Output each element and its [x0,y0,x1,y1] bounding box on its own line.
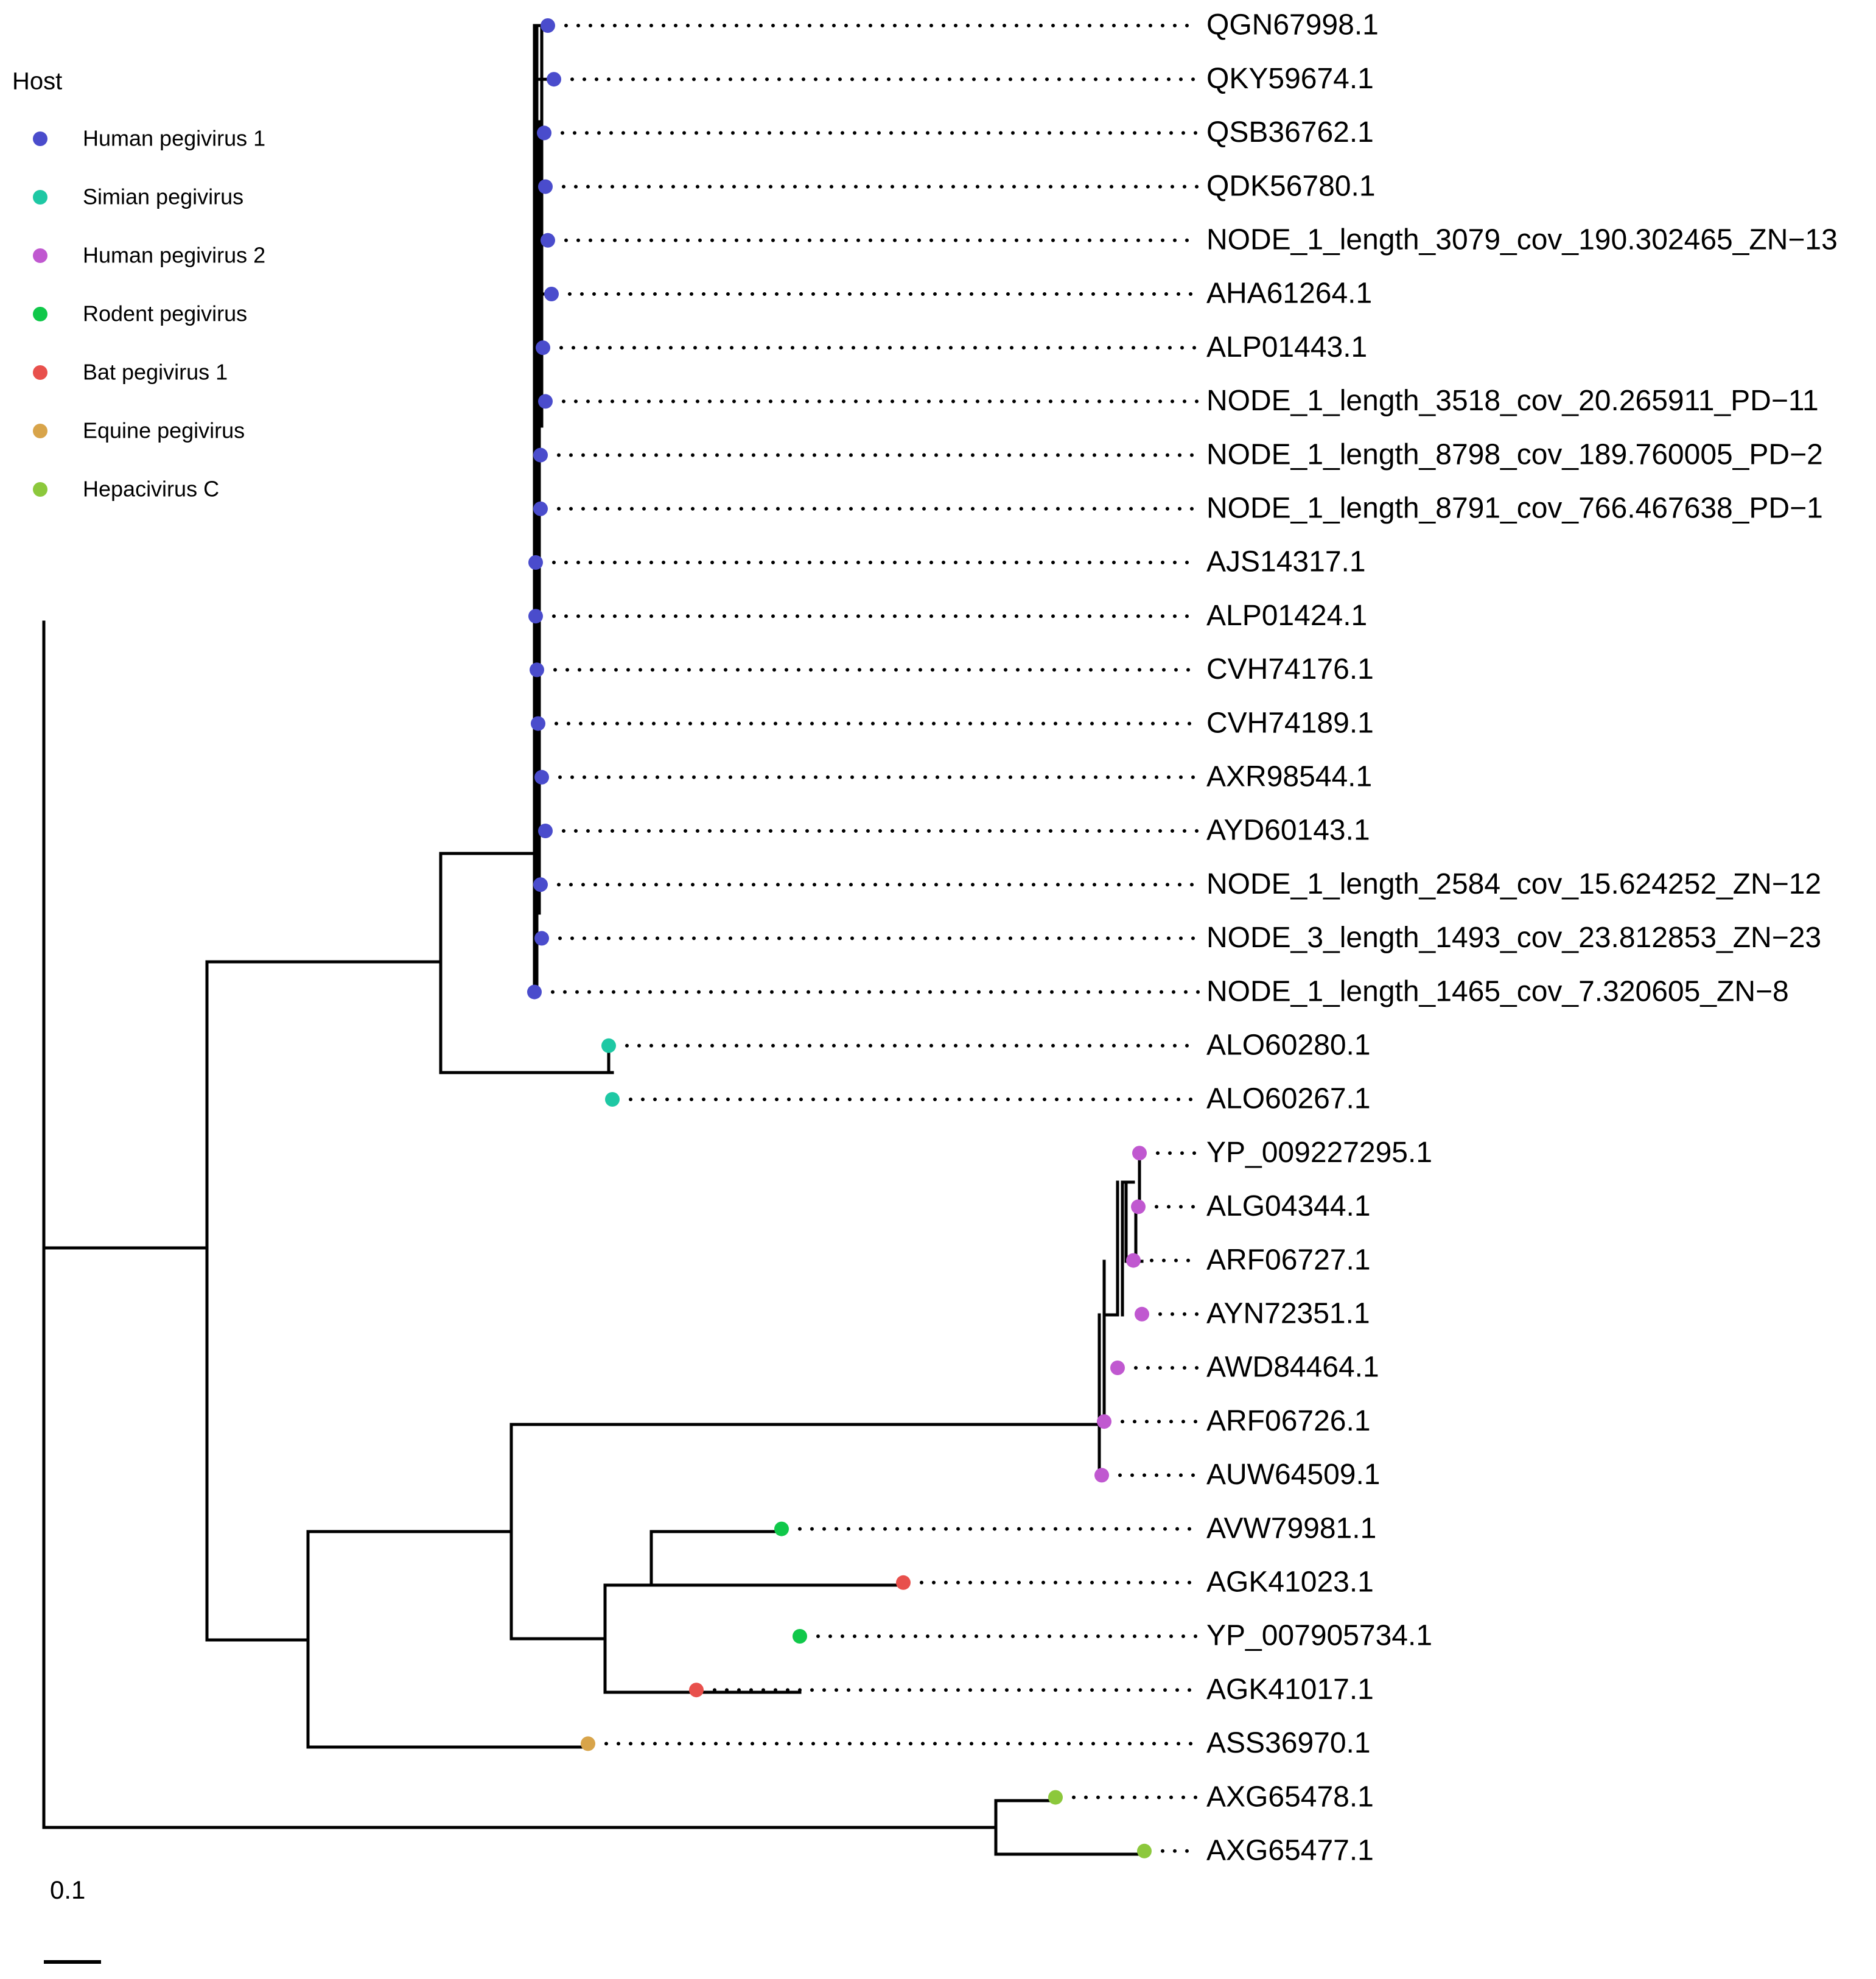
tip-label: AHA61264.1 [1206,278,1372,310]
tip-point [538,179,553,194]
tip-point [1110,1361,1125,1375]
tip-point [533,501,548,516]
tip-point [534,931,549,946]
tip-point [793,1629,807,1644]
tip-point [538,394,553,409]
legend-items: Human pegivirus 1 Simian pegivirus Human p… [33,126,265,502]
tip-point [530,662,544,678]
tip-label: AXG65477.1 [1206,1834,1374,1866]
tip-point [689,1683,704,1698]
tip-label: YP_007905734.1 [1206,1620,1432,1652]
tip-label: NODE_1_length_1465_cov_7.320605_ZN−8 [1206,975,1789,1007]
tip-label: AWD84464.1 [1206,1351,1379,1384]
legend-label: Human pegivirus 1 [83,126,265,151]
tip-label: NODE_3_length_1493_cov_23.812853_ZN−23 [1206,922,1821,954]
scale-bar-label: 0.1 [50,1876,85,1904]
tip-label: ALO60267.1 [1206,1083,1371,1115]
tip-label: AGK41023.1 [1206,1566,1374,1598]
tip-point [528,555,543,570]
tip-label: CVH74189.1 [1206,707,1374,739]
legend-label: Rodent pegivirus [83,301,247,326]
tip-label: QSB36762.1 [1206,116,1374,149]
tip-label: ALO60280.1 [1206,1029,1371,1061]
tip-point [541,18,555,33]
tip-point [538,824,553,838]
tip-point [533,447,548,463]
tip-point [1131,1199,1146,1214]
legend-swatch [33,248,47,263]
legend-label: Human pegivirus 2 [83,243,265,268]
tip-label: NODE_1_length_3079_cov_190.302465_ZN−13 [1206,223,1838,256]
tip-label: AYN72351.1 [1206,1297,1370,1329]
tip-label: CVH74176.1 [1206,653,1374,685]
tip-label: QKY59674.1 [1206,63,1374,95]
tip-point [533,877,548,892]
tip-point [1097,1414,1111,1429]
legend-swatch [33,307,47,321]
tip-point [896,1575,911,1590]
legend-label: Simian pegivirus [83,184,243,209]
tip-label: ARF06727.1 [1206,1244,1371,1276]
tip-label: AVW79981.1 [1206,1512,1376,1544]
tip-point [541,233,555,248]
tip-label: AUW64509.1 [1206,1459,1381,1491]
legend-label: Bat pegivirus 1 [83,360,228,385]
legend-swatch [33,131,47,146]
tip-point [536,340,550,356]
tip-label: AXR98544.1 [1206,760,1372,793]
tip-points [527,18,1152,1858]
tip-point [544,287,559,301]
legend-swatch [33,482,47,497]
tip-point [534,769,549,785]
tip-leader-lines [551,24,1201,1853]
tip-point [581,1736,595,1751]
tip-label: QGN67998.1 [1206,9,1379,41]
tip-label: QDK56780.1 [1206,170,1376,202]
tip-point [605,1092,620,1107]
legend-label: Hepacivirus C [83,477,219,502]
tip-point [547,72,561,87]
legend-swatch [33,190,47,205]
tip-label: AXG65478.1 [1206,1781,1374,1813]
tip-point [531,716,545,731]
tip-label: NODE_1_length_2584_cov_15.624252_ZN−12 [1206,868,1821,900]
legend-label: Equine pegivirus [83,418,245,443]
tip-point [527,984,542,1000]
tip-label: ALG04344.1 [1206,1190,1371,1222]
tip-label: ALP01424.1 [1206,600,1367,632]
tip-label: AGK41017.1 [1206,1673,1374,1706]
tip-label: NODE_1_length_3518_cov_20.265911_PD−11 [1206,385,1819,417]
tree-branches [42,24,1146,1856]
tip-point [1048,1790,1063,1805]
tip-point [601,1038,616,1053]
tip-label: AYD60143.1 [1206,814,1370,847]
tip-label: YP_009227295.1 [1206,1137,1432,1169]
tip-label: NODE_1_length_8791_cov_766.467638_PD−1 [1206,492,1823,524]
tip-point [1132,1146,1147,1161]
tip-label: AJS14317.1 [1206,546,1366,578]
tip-point [1126,1253,1141,1268]
tip-point [1094,1468,1109,1483]
tip-point [537,125,551,141]
tip-label: NODE_1_length_8798_cov_189.760005_PD−2 [1206,438,1823,471]
legend-title: Host [12,68,62,95]
tip-point [1137,1843,1152,1858]
tip-point [1135,1306,1149,1322]
legend-swatch [33,424,47,438]
legend-swatch [33,365,47,380]
scale-bar: 0.1 [44,1876,101,1964]
tip-label: ASS36970.1 [1206,1727,1371,1759]
tip-point [774,1521,789,1536]
tip-point [528,609,543,624]
tip-label: ALP01443.1 [1206,331,1367,363]
tip-label: ARF06726.1 [1206,1405,1371,1437]
tip-labels: QGN67998.1 QKY59674.1 QSB36762.1 QDK56780.1… [1206,9,1838,1867]
